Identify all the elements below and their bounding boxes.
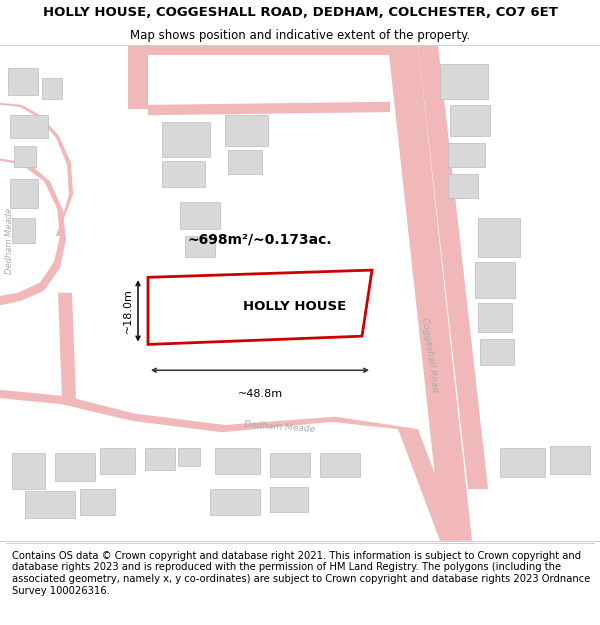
Polygon shape (148, 270, 372, 344)
Text: Contains OS data © Crown copyright and database right 2021. This information is : Contains OS data © Crown copyright and d… (12, 551, 590, 596)
Text: Dedham Meade: Dedham Meade (244, 420, 316, 434)
Polygon shape (0, 103, 73, 236)
Text: ~18.0m: ~18.0m (123, 289, 133, 333)
Polygon shape (270, 453, 310, 477)
Polygon shape (8, 68, 38, 94)
Polygon shape (478, 303, 512, 332)
Polygon shape (500, 448, 545, 477)
Polygon shape (475, 262, 515, 298)
Polygon shape (155, 284, 215, 324)
Polygon shape (162, 161, 205, 188)
Polygon shape (270, 487, 308, 512)
Polygon shape (388, 45, 472, 541)
Text: HOLLY HOUSE, COGGESHALL ROAD, DEDHAM, COLCHESTER, CO7 6ET: HOLLY HOUSE, COGGESHALL ROAD, DEDHAM, CO… (43, 6, 557, 19)
Polygon shape (178, 448, 200, 466)
Polygon shape (162, 122, 210, 156)
Polygon shape (210, 489, 260, 515)
Polygon shape (10, 179, 38, 208)
Polygon shape (148, 102, 390, 115)
Polygon shape (55, 453, 95, 481)
Polygon shape (320, 453, 360, 477)
Text: ~698m²/~0.173ac.: ~698m²/~0.173ac. (188, 232, 332, 246)
Polygon shape (42, 78, 62, 99)
Polygon shape (100, 448, 135, 474)
Polygon shape (215, 448, 260, 474)
Polygon shape (225, 288, 268, 322)
Polygon shape (448, 143, 485, 167)
Text: Dedham Meade: Dedham Meade (5, 208, 14, 274)
Polygon shape (478, 219, 520, 257)
Polygon shape (450, 105, 490, 136)
Text: ~48.8m: ~48.8m (238, 389, 283, 399)
Polygon shape (185, 236, 215, 257)
Polygon shape (148, 45, 392, 56)
Text: HOLLY HOUSE: HOLLY HOUSE (244, 300, 347, 312)
Polygon shape (550, 446, 590, 474)
Polygon shape (0, 159, 66, 305)
Polygon shape (12, 453, 45, 489)
Polygon shape (480, 339, 514, 365)
Polygon shape (25, 491, 75, 518)
Polygon shape (145, 448, 175, 471)
Polygon shape (225, 115, 268, 146)
Polygon shape (58, 292, 76, 401)
Polygon shape (12, 219, 35, 243)
Polygon shape (128, 45, 148, 109)
Polygon shape (10, 115, 48, 138)
Polygon shape (418, 45, 488, 489)
Polygon shape (228, 151, 262, 174)
Polygon shape (0, 390, 460, 541)
Text: Coggeshall Road: Coggeshall Road (420, 317, 440, 393)
Polygon shape (180, 202, 220, 229)
Polygon shape (80, 489, 115, 515)
Polygon shape (440, 64, 488, 99)
Text: Map shows position and indicative extent of the property.: Map shows position and indicative extent… (130, 29, 470, 42)
Polygon shape (14, 146, 36, 167)
Polygon shape (448, 174, 478, 198)
